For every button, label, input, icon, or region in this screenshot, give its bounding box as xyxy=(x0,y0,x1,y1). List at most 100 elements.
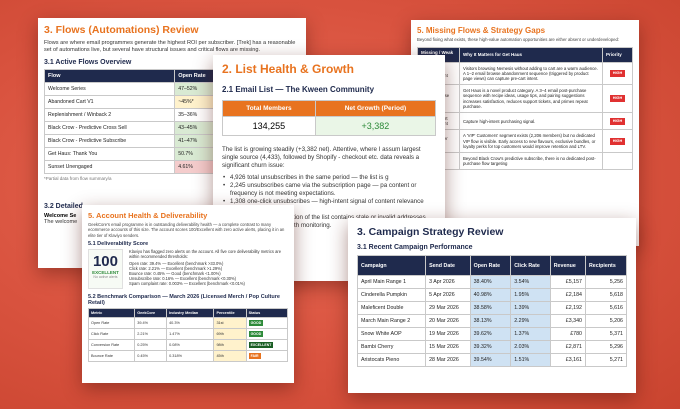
missing-flow-reason: Beyond Black Crow's predictive subscribe… xyxy=(458,151,604,171)
deliverability-score-card: 100 EXCELLENT No active alerts xyxy=(88,249,123,290)
flow-name: Welcome Series xyxy=(43,82,176,96)
campaign-send-date: 19 Mar 2026 xyxy=(425,327,471,341)
missing-flow-priority: HIGH xyxy=(602,61,633,86)
campaign-name: Maleficent Double xyxy=(356,301,427,315)
benchmark-col-header: Status xyxy=(245,308,289,319)
benchmark-col-header: Percentile xyxy=(213,308,247,319)
campaign-click-rate: 1.95% xyxy=(510,288,551,302)
metrics-lead: Klaviyo has flagged zero alerts on the a… xyxy=(128,249,281,260)
benchmark-median: 40.3% xyxy=(166,317,215,330)
campaign-open-rate: 39.62% xyxy=(469,327,512,341)
table-row: Browse AbandonmentVisitors browsing Neme… xyxy=(417,61,633,86)
campaign-revenue: £780 xyxy=(549,327,586,341)
priority-badge: HIGH xyxy=(609,117,626,125)
flows-col-header: Flow xyxy=(43,69,176,83)
net-growth-header: Net Growth (Period) xyxy=(314,100,437,117)
flows-section-heading: 3.1 Active Flows Overview xyxy=(44,59,132,66)
flow-name: Black Crow - Predictive Cross Sell xyxy=(43,121,176,135)
campaign-open-rate: 39.54% xyxy=(469,353,512,367)
missing-col-header: Why It Matters for Get Haus xyxy=(458,46,604,63)
campaign-title: 3. Campaign Strategy Review xyxy=(357,226,504,238)
missing-title: 5. Missing Flows & Strategy Gaps xyxy=(417,26,546,35)
campaign-col-header: Campaign xyxy=(356,255,427,276)
benchmark-metric: Click Rate xyxy=(87,328,136,341)
table-row: Post-Purchase EducationGet Haus is a nov… xyxy=(417,84,633,113)
table-row: March Main Range 2 20 Mar 2026 38.13% 2.29%… xyxy=(356,314,628,328)
flows-detailed-heading: 3.2 Detailed xyxy=(44,203,83,210)
benchmark-table: Metric GeekCore Industry Median Percentile S… xyxy=(87,308,289,363)
flows-welcome-text: The welcome xyxy=(44,219,78,225)
missing-flow-reason: Visitors browsing Nemesis without adding… xyxy=(458,61,604,86)
campaign-col-header: Click Rate xyxy=(510,255,551,276)
campaign-revenue: £3,161 xyxy=(549,353,586,367)
list-stats-table: Total Members Net Growth (Period) 134,25… xyxy=(222,100,437,136)
benchmark-metric: Open Rate xyxy=(87,317,136,330)
campaign-revenue: £2,871 xyxy=(549,340,586,354)
campaign-recipients: 5,256 xyxy=(584,275,628,289)
deliverability-metrics: Klaviyo has flagged zero alerts on the a… xyxy=(129,249,288,289)
metric-line: Bounce rate: 0.45% — Good (benchmark <1.… xyxy=(128,271,221,277)
campaign-click-rate: 1.37% xyxy=(510,327,551,341)
account-title: 5. Account Health & Deliverability xyxy=(88,211,208,220)
benchmark-heading: 5.2 Benchmark Comparison — March 2026 (L… xyxy=(88,294,280,307)
campaign-click-rate: 2.29% xyxy=(510,314,551,328)
campaign-open-rate: 38.58% xyxy=(469,301,512,315)
missing-col-header: Priority xyxy=(602,46,633,63)
table-row: Bambi Cherry 15 Mar 2026 39.32% 2.03% £2,871… xyxy=(356,340,628,354)
campaign-click-rate: 2.03% xyxy=(510,340,551,354)
table-row: Added to Cart AbandonmentCapture high-in… xyxy=(417,111,633,131)
priority-badge: HIGH xyxy=(609,69,626,77)
table-row: Open Rate 39.4% 40.3% 31st GOOD xyxy=(87,317,289,330)
missing-flow-priority: HIGH xyxy=(602,111,633,131)
campaign-col-header: Recipients xyxy=(584,255,628,276)
score-label: EXCELLENT xyxy=(92,270,119,276)
missing-flow-priority: HIGH xyxy=(602,84,633,113)
status-badge: EXCELLENT xyxy=(248,342,274,349)
benchmark-col-header: Industry Median xyxy=(166,308,215,319)
benchmark-col-header: GeekCore xyxy=(134,308,168,319)
campaign-click-rate: 1.39% xyxy=(510,301,551,315)
campaign-review-page: 3. Campaign Strategy Review 3.1 Recent C… xyxy=(348,218,636,393)
missing-flow-priority xyxy=(602,151,633,171)
campaign-open-rate: 38.40% xyxy=(469,275,512,289)
priority-badge: HIGH xyxy=(609,94,626,103)
campaign-send-date: 15 Mar 2026 xyxy=(425,340,471,354)
benchmark-status: GOOD xyxy=(245,328,289,341)
benchmark-value: 0.25% xyxy=(134,339,168,352)
benchmark-metric: Conversion Rate xyxy=(87,339,136,352)
flow-name: Sunset Unengaged xyxy=(43,160,176,174)
flows-intro: Flows are where email programmes generat… xyxy=(44,40,296,53)
metric-line: Click rate: 2.21% — Excellent (benchmark… xyxy=(128,265,223,271)
campaign-click-rate: 1.51% xyxy=(510,353,551,367)
total-members-value: 134,255 xyxy=(222,116,316,136)
benchmark-median: 0.318% xyxy=(166,350,215,363)
missing-flow-reason: Capture high-intent purchasing signal. xyxy=(458,111,604,131)
campaign-send-date: 3 Apr 2026 xyxy=(425,275,471,289)
missing-intro: Beyond fixing what exists, these high-va… xyxy=(417,37,620,42)
table-row: VIP Customer FlowA 'VIP' Customers' segm… xyxy=(417,129,633,153)
missing-flows-page: 5. Missing Flows & Strategy Gaps Beyond … xyxy=(411,20,639,246)
score-subtext: No active alerts xyxy=(93,275,118,280)
benchmark-metric: Bounce Rate xyxy=(87,350,136,363)
table-row: Click Rate 2.21% 1.47% 69th GOOD xyxy=(87,328,289,341)
campaign-recipients: 5,618 xyxy=(584,288,628,302)
campaign-table: Campaign Send Date Open Rate Click Rate Reve… xyxy=(356,255,628,367)
missing-table: Missing / Weak FlowWhy It Matters for Ge… xyxy=(417,46,633,171)
table-row: Conversion Rate 0.25% 0.08% 98th EXCELLENT xyxy=(87,339,289,352)
campaign-recipients: 5,296 xyxy=(584,340,628,354)
missing-flow-priority: HIGH xyxy=(602,129,633,153)
benchmark-col-header: Metric xyxy=(87,308,136,319)
campaign-open-rate: 39.32% xyxy=(469,340,512,354)
list-title: 2. List Health & Growth xyxy=(222,62,355,76)
status-badge: FAIR xyxy=(248,353,261,360)
flow-name: Get Haus: Thank You xyxy=(43,147,176,161)
flow-name: Black Crow - Predictive Subscribe xyxy=(43,134,176,148)
status-badge: GOOD xyxy=(248,331,264,338)
flows-note: *Partial data from flow summary/a xyxy=(44,176,112,181)
table-row: Aristocats Pieno 28 Mar 2026 39.54% 1.51% £3… xyxy=(356,353,628,367)
benchmark-percentile: 98th xyxy=(213,339,247,352)
campaign-name: April Main Range 1 xyxy=(356,275,427,289)
benchmark-value: 2.21% xyxy=(134,328,168,341)
campaign-revenue: £2,184 xyxy=(549,288,586,302)
